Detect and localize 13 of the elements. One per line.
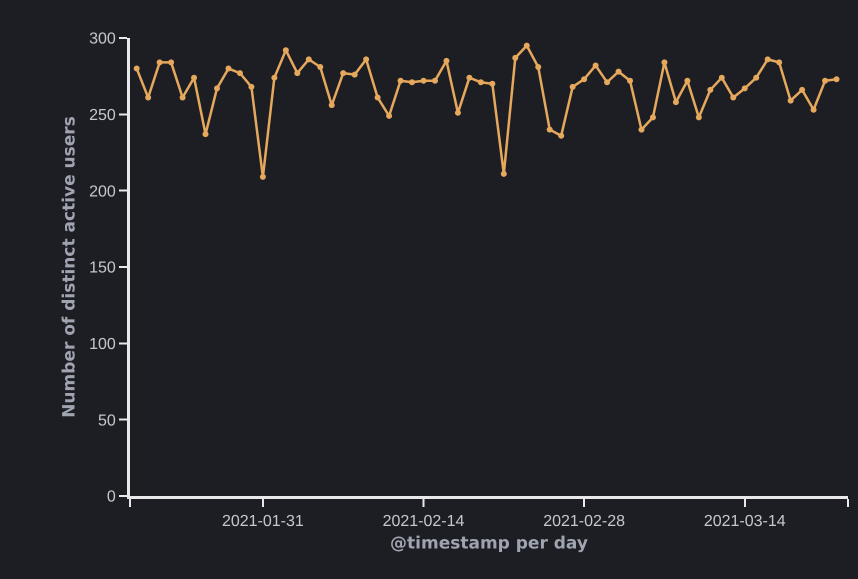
- x-tick-label: 2021-01-31: [222, 513, 304, 530]
- x-tick-label: 2021-02-14: [382, 513, 465, 530]
- x-axis-title: @timestamp per day: [390, 534, 588, 554]
- y-tick-label: 0: [106, 488, 116, 506]
- x-tick-label: 2021-03-14: [704, 513, 786, 530]
- x-tick-label: 2021-02-28: [543, 513, 626, 530]
- y-tick-label: 250: [89, 106, 116, 124]
- y-tick-label: 150: [89, 260, 116, 277]
- y-tick-label: 200: [89, 183, 116, 200]
- y-tick-label: 300: [89, 30, 116, 48]
- y-axis-title: Number of distinct active users: [60, 116, 80, 418]
- y-tick-label: 50: [98, 412, 116, 430]
- y-tick-label: 100: [89, 336, 116, 353]
